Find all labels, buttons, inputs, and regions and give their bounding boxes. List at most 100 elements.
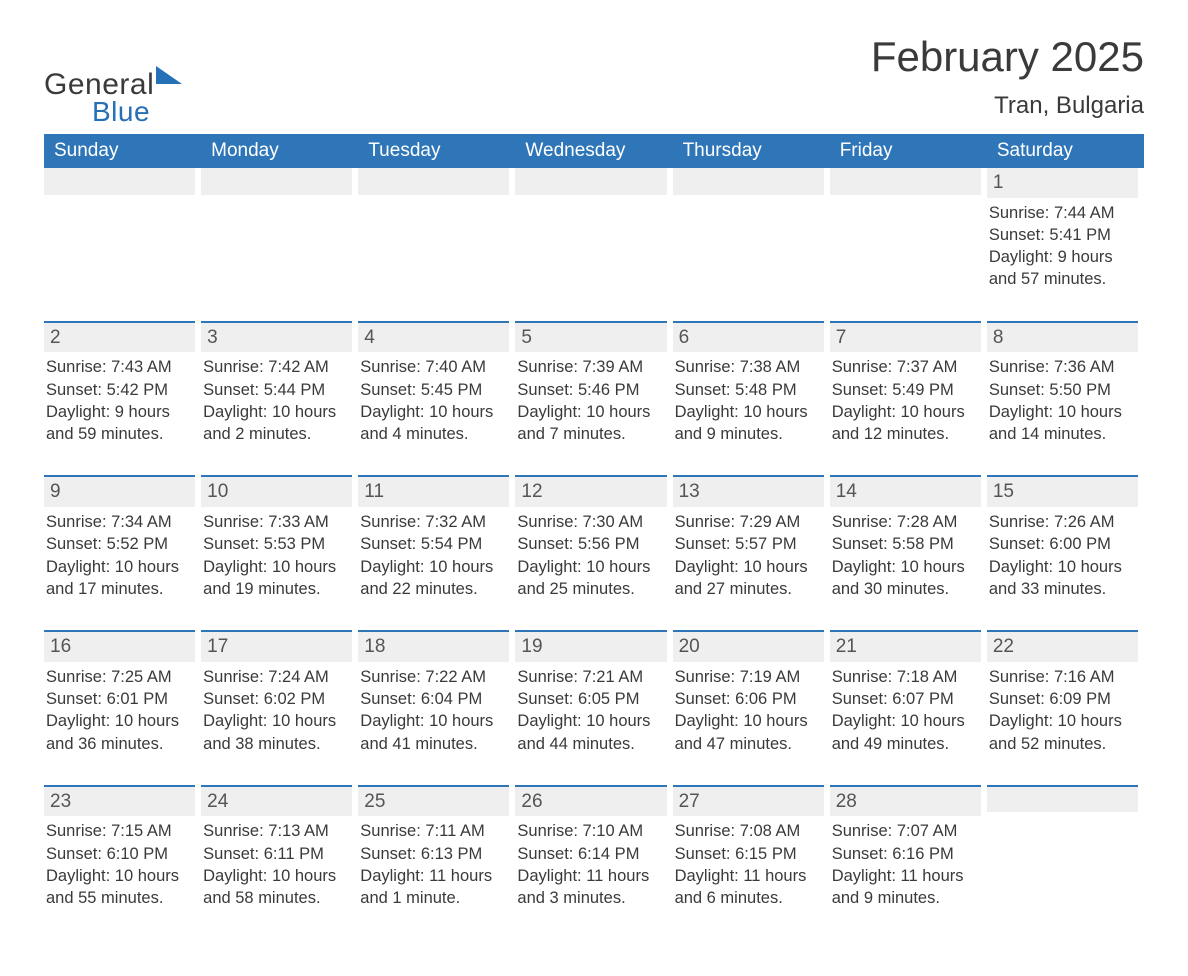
sunrise-label: Sunrise: xyxy=(360,668,421,686)
daylight-label: Daylight: xyxy=(360,403,424,421)
daylight-line: Daylight: 10 hours and 49 minutes. xyxy=(832,710,979,755)
sunset-label: Sunset: xyxy=(203,690,259,708)
sunrise-value: 7:13 AM xyxy=(268,822,329,840)
calendar-cell: 15Sunrise: 7:26 AMSunset: 6:00 PMDayligh… xyxy=(987,475,1144,630)
sunrise-label: Sunrise: xyxy=(832,358,893,376)
sunrise-label: Sunrise: xyxy=(517,358,578,376)
weekday-header: Wednesday xyxy=(515,134,672,168)
daylight-line: Daylight: 11 hours and 1 minute. xyxy=(360,865,507,910)
sunset-value: 5:56 PM xyxy=(578,535,639,553)
day-number: 20 xyxy=(673,630,824,662)
sunset-line: Sunset: 5:49 PM xyxy=(832,379,979,401)
calendar-cell: 2Sunrise: 7:43 AMSunset: 5:42 PMDaylight… xyxy=(44,321,201,476)
daylight-label: Daylight: xyxy=(46,558,110,576)
daylight-line: Daylight: 10 hours and 7 minutes. xyxy=(517,401,664,446)
sunrise-line: Sunrise: 7:34 AM xyxy=(46,511,193,533)
sunset-line: Sunset: 5:42 PM xyxy=(46,379,193,401)
day-body: Sunrise: 7:38 AMSunset: 5:48 PMDaylight:… xyxy=(673,356,824,445)
sunset-line: Sunset: 6:09 PM xyxy=(989,688,1136,710)
daylight-label: Daylight: xyxy=(517,867,581,885)
sunrise-label: Sunrise: xyxy=(832,513,893,531)
sunset-label: Sunset: xyxy=(203,535,259,553)
calendar-cell-empty xyxy=(830,168,987,321)
daylight-line: Daylight: 10 hours and 17 minutes. xyxy=(46,556,193,601)
day-body: Sunrise: 7:07 AMSunset: 6:16 PMDaylight:… xyxy=(830,820,981,909)
sunset-value: 6:00 PM xyxy=(1049,535,1110,553)
sunset-value: 6:06 PM xyxy=(735,690,796,708)
sunrise-label: Sunrise: xyxy=(203,668,264,686)
sunrise-value: 7:30 AM xyxy=(583,513,644,531)
day-number: 1 xyxy=(987,168,1138,198)
sunrise-value: 7:21 AM xyxy=(583,668,644,686)
sunrise-value: 7:19 AM xyxy=(740,668,801,686)
sunrise-value: 7:29 AM xyxy=(740,513,801,531)
calendar-cell: 26Sunrise: 7:10 AMSunset: 6:14 PMDayligh… xyxy=(515,785,672,940)
sunrise-label: Sunrise: xyxy=(832,822,893,840)
daylight-line: Daylight: 11 hours and 3 minutes. xyxy=(517,865,664,910)
daylight-line: Daylight: 10 hours and 22 minutes. xyxy=(360,556,507,601)
sunrise-line: Sunrise: 7:44 AM xyxy=(989,202,1136,224)
daylight-line: Daylight: 9 hours and 59 minutes. xyxy=(46,401,193,446)
daylight-line: Daylight: 10 hours and 19 minutes. xyxy=(203,556,350,601)
sunrise-value: 7:25 AM xyxy=(111,668,172,686)
sunrise-line: Sunrise: 7:42 AM xyxy=(203,356,350,378)
day-number: 3 xyxy=(201,321,352,353)
sunset-value: 5:49 PM xyxy=(892,381,953,399)
day-body: Sunrise: 7:15 AMSunset: 6:10 PMDaylight:… xyxy=(44,820,195,909)
day-number: 17 xyxy=(201,630,352,662)
calendar-cell-empty xyxy=(673,168,830,321)
day-number: 9 xyxy=(44,475,195,507)
calendar-cell: 13Sunrise: 7:29 AMSunset: 5:57 PMDayligh… xyxy=(673,475,830,630)
day-number: 5 xyxy=(515,321,666,353)
daylight-line: Daylight: 10 hours and 4 minutes. xyxy=(360,401,507,446)
sunset-label: Sunset: xyxy=(517,845,573,863)
brand-logo: General Blue xyxy=(44,66,186,128)
sunset-value: 5:50 PM xyxy=(1049,381,1110,399)
weekday-header: Thursday xyxy=(673,134,830,168)
calendar-tbody: 1 Sunrise: 7:44 AMSunset: 5:41 PM Daylight… xyxy=(44,168,1144,940)
daylight-label: Daylight: xyxy=(46,403,110,421)
sunset-value: 5:53 PM xyxy=(264,535,325,553)
sunrise-line: Sunrise: 7:25 AM xyxy=(46,666,193,688)
calendar-cell: 20Sunrise: 7:19 AMSunset: 6:06 PMDayligh… xyxy=(673,630,830,785)
sunrise-line: Sunrise: 7:40 AM xyxy=(360,356,507,378)
sunset-value: 5:54 PM xyxy=(421,535,482,553)
daylight-label: Daylight: xyxy=(989,558,1053,576)
sunrise-value: 7:11 AM xyxy=(425,822,484,840)
sunrise-label: Sunrise: xyxy=(675,513,736,531)
sunrise-line: Sunrise: 7:16 AM xyxy=(989,666,1136,688)
sunset-label: Sunset: xyxy=(675,690,731,708)
weekday-header: Saturday xyxy=(987,134,1144,168)
day-body: Sunrise: 7:24 AMSunset: 6:02 PMDaylight:… xyxy=(201,666,352,755)
daylight-label: Daylight: xyxy=(989,712,1053,730)
sunset-value: 6:01 PM xyxy=(107,690,168,708)
sunrise-line: Sunrise: 7:13 AM xyxy=(203,820,350,842)
sunset-line: Sunset: 5:53 PM xyxy=(203,533,350,555)
sunrise-label: Sunrise: xyxy=(989,513,1050,531)
sunrise-label: Sunrise: xyxy=(989,204,1050,222)
sunset-value: 5:57 PM xyxy=(735,535,796,553)
sunrise-line: Sunrise: 7:21 AM xyxy=(517,666,664,688)
sunset-line: Sunset: 5:41 PM xyxy=(989,224,1136,246)
day-number-empty xyxy=(358,168,509,195)
daylight-label: Daylight: xyxy=(203,712,267,730)
sunset-label: Sunset: xyxy=(832,381,888,399)
calendar-cell: 14Sunrise: 7:28 AMSunset: 5:58 PMDayligh… xyxy=(830,475,987,630)
daylight-label: Daylight: xyxy=(832,867,896,885)
daylight-line: Daylight: 10 hours and 41 minutes. xyxy=(360,710,507,755)
daylight-line: Daylight: 10 hours and 27 minutes. xyxy=(675,556,822,601)
sunrise-value: 7:40 AM xyxy=(425,358,486,376)
sunrise-line: Sunrise: 7:19 AM xyxy=(675,666,822,688)
sunrise-label: Sunrise: xyxy=(517,668,578,686)
sunset-value: 5:48 PM xyxy=(735,381,796,399)
sunset-value: 6:13 PM xyxy=(421,845,482,863)
day-body: Sunrise: 7:22 AMSunset: 6:04 PMDaylight:… xyxy=(358,666,509,755)
sunrise-label: Sunrise: xyxy=(517,822,578,840)
sunrise-line: Sunrise: 7:36 AM xyxy=(989,356,1136,378)
calendar-cell: 5Sunrise: 7:39 AMSunset: 5:46 PMDaylight… xyxy=(515,321,672,476)
daylight-label: Daylight: xyxy=(675,403,739,421)
title-block: February 2025 Tran, Bulgaria xyxy=(871,36,1144,128)
sunrise-label: Sunrise: xyxy=(832,668,893,686)
daylight-label: Daylight: xyxy=(517,712,581,730)
weekday-header: Monday xyxy=(201,134,358,168)
